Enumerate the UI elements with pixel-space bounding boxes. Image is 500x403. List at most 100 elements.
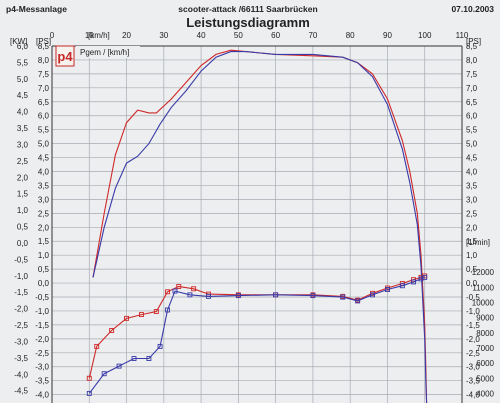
rpm-tick-label: 12000 xyxy=(472,268,495,277)
kw-tick-label: -3,5 xyxy=(14,354,28,363)
ps-tick-label-right: -3,0 xyxy=(466,363,480,372)
power-curve-line xyxy=(92,51,428,403)
legend-box xyxy=(76,46,140,58)
ps-tick-label-right: 7,0 xyxy=(466,84,478,93)
kw-tick-label: 1,0 xyxy=(17,206,29,215)
ps-tick-label-left: -2,5 xyxy=(35,349,49,358)
rpm-marker xyxy=(370,292,375,298)
rpm-marker xyxy=(86,390,92,396)
rpm-tick-label: 11000 xyxy=(472,283,494,292)
kw-tick-label: 3,0 xyxy=(17,140,29,149)
kw-tick-label: 6,0 xyxy=(17,42,29,51)
x-tick-label: 110 xyxy=(456,31,469,40)
x-tick-label: 30 xyxy=(159,31,168,40)
rpm-tick-label: 4000 xyxy=(476,389,494,398)
ps-tick-label-left: -4,0 xyxy=(35,391,49,400)
rpm-marker xyxy=(206,293,211,299)
ps-tick-label-right: 4,0 xyxy=(466,168,478,177)
ps-tick-label-right: -2,0 xyxy=(466,335,480,344)
rpm-marker xyxy=(157,343,163,349)
rpm-marker xyxy=(310,293,316,299)
ps-tick-label-left: 6,5 xyxy=(38,98,50,107)
ps-tick-label-right: 2,5 xyxy=(466,209,478,218)
ps-tick-label-left: 3,0 xyxy=(38,195,50,204)
header-date: 07.10.2003 xyxy=(451,4,494,14)
ps-tick-label-right: -4,0 xyxy=(466,391,480,400)
x-tick-label: 50 xyxy=(234,31,243,40)
kw-tick-label: 1,5 xyxy=(17,190,29,199)
rpm-marker xyxy=(191,286,197,292)
kw-tick-label: 5,0 xyxy=(17,75,29,84)
rpm-marker xyxy=(340,294,346,300)
kw-tick-label: 4,5 xyxy=(17,91,29,100)
kw-tick-label: 0,0 xyxy=(17,239,29,248)
ps-tick-label-left: 8,0 xyxy=(38,56,50,65)
series xyxy=(86,49,428,403)
grid xyxy=(51,45,463,403)
axes: 0 10 20 30 40 50 60 70 80 90 100 110 8,5 8,5 8,0 8,0 7,5… xyxy=(10,31,495,403)
ps-tick-label-left: -1,0 xyxy=(35,307,49,316)
x-tick-label: 10 xyxy=(85,31,94,40)
rpm-curve-line xyxy=(88,275,425,379)
ps-tick-label-left: 4,0 xyxy=(38,168,50,177)
ps-tick-label-right: -1,0 xyxy=(466,307,480,316)
kw-tick-label: -3,0 xyxy=(14,337,28,346)
chart-title: Leistungsdiagramm xyxy=(186,15,310,30)
ps-tick-label-left: 8,5 xyxy=(38,42,50,51)
ps-tick-label-right: 1,0 xyxy=(466,251,478,260)
kw-tick-label: 3,5 xyxy=(17,124,29,133)
ps-tick-label-right: 2,0 xyxy=(466,223,478,232)
rpm-tick-label: 6000 xyxy=(476,359,494,368)
ps-tick-label-left: 4,5 xyxy=(38,154,50,163)
rpm-marker xyxy=(139,312,144,318)
ps-tick-label-left: 1,0 xyxy=(38,251,50,260)
kw-tick-label: 4,0 xyxy=(17,108,29,117)
x-tick-label: 60 xyxy=(271,31,280,40)
ps-tick-label-right: -2,5 xyxy=(466,349,480,358)
ps-tick-label-left: 0,5 xyxy=(38,265,50,274)
rpm-marker xyxy=(411,279,416,285)
kw-tick-label: 2,0 xyxy=(17,173,29,182)
unit-label: [1/min] xyxy=(466,238,490,247)
ps-tick-label-right: 5,5 xyxy=(466,126,478,135)
ps-tick-label-left: 0,0 xyxy=(38,279,50,288)
rpm-curve-line xyxy=(88,276,425,394)
rpm-marker xyxy=(165,289,170,295)
rpm-tick-label: 5000 xyxy=(476,374,494,383)
ps-tick-label-right: 0,0 xyxy=(466,279,478,288)
ps-tick-label-right: 6,5 xyxy=(466,98,478,107)
header-app-name: p4-Messanlage xyxy=(6,4,67,14)
rpm-marker xyxy=(165,307,170,313)
unit-label: [PS] xyxy=(36,37,51,46)
kw-tick-label: -1,5 xyxy=(14,288,28,297)
unit-label: [km/h] xyxy=(88,31,110,40)
rpm-tick-label: 8000 xyxy=(476,329,494,338)
x-tick-label: 40 xyxy=(197,31,206,40)
ps-tick-label-left: 6,0 xyxy=(38,112,50,121)
logo-p4: p4 xyxy=(57,49,73,64)
kw-tick-label: -1,0 xyxy=(14,272,28,281)
ps-tick-label-left: 2,5 xyxy=(38,209,50,218)
rpm-marker xyxy=(153,309,159,314)
x-tick-label: 80 xyxy=(346,31,355,40)
kw-tick-label: -2,5 xyxy=(14,321,28,330)
rpm-marker xyxy=(273,292,279,298)
rpm-marker xyxy=(187,292,193,298)
rpm-marker xyxy=(235,293,241,299)
ps-tick-label-right: 8,0 xyxy=(466,56,478,65)
kw-tick-label: -2,0 xyxy=(14,305,28,314)
ps-tick-label-left: 7,0 xyxy=(38,84,50,93)
kw-tick-label: 2,5 xyxy=(17,157,29,166)
ps-tick-label-right: -0,5 xyxy=(466,293,480,302)
ps-tick-label-right: 4,5 xyxy=(466,154,478,163)
rpm-marker xyxy=(355,298,361,304)
x-tick-label: 100 xyxy=(418,31,432,40)
ps-tick-label-left: -3,0 xyxy=(35,363,49,372)
ps-tick-label-right: 6,0 xyxy=(466,112,478,121)
rpm-marker xyxy=(86,375,92,381)
rpm-marker xyxy=(124,315,129,321)
ps-tick-label-left: -1,5 xyxy=(35,321,49,330)
rpm-marker xyxy=(176,284,182,289)
kw-tick-label: -4,5 xyxy=(14,387,28,396)
